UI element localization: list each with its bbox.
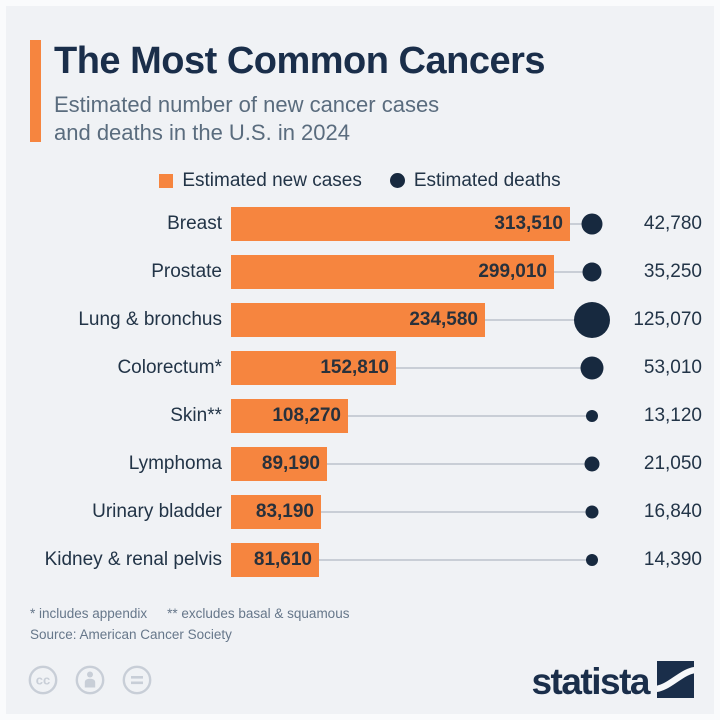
connector-line (568, 222, 592, 225)
connector-line (319, 510, 592, 513)
deaths-value: 16,840 (643, 500, 702, 522)
chart-row: Prostate 299,010 35,250 (20, 248, 702, 296)
page-title: The Most Common Cancers (54, 40, 546, 82)
connector-line (483, 318, 592, 321)
cc-license-icons[interactable]: cc (28, 665, 152, 695)
bar-track: 234,580 (231, 296, 616, 344)
deaths-dot (580, 356, 604, 380)
deaths-dot (586, 409, 598, 422)
new-cases-value: 89,190 (261, 452, 320, 474)
connector-line (317, 558, 592, 561)
title-accent-bar (30, 40, 41, 142)
deaths-dot (584, 456, 600, 472)
deaths-value: 35,250 (643, 260, 702, 282)
statista-logo-text: statista (531, 660, 650, 702)
footnote-appendix: * includes appendix (30, 605, 148, 621)
statista-logo-icon (657, 661, 694, 698)
new-cases-bar: 299,010 (231, 254, 554, 289)
deaths-value: 14,390 (643, 548, 702, 570)
new-cases-value: 299,010 (478, 260, 547, 282)
new-cases-value: 83,190 (255, 500, 314, 522)
new-cases-bar: 81,610 (231, 542, 319, 577)
deaths-dot (586, 553, 598, 566)
deaths-swatch-icon (389, 173, 405, 189)
deaths-dot (582, 262, 602, 282)
deaths-value: 53,010 (643, 356, 702, 378)
subtitle-line-1: Estimated number of new cancer cases (54, 91, 440, 117)
bar-track: 313,510 (231, 200, 616, 248)
new-cases-swatch-icon (159, 173, 174, 188)
chart-legend: Estimated new cases Estimated deaths (6, 168, 714, 194)
cc-icon[interactable]: cc (28, 665, 58, 695)
category-label: Lung & bronchus (78, 308, 222, 330)
bar-track: 89,190 (231, 440, 616, 488)
legend-deaths-label: Estimated deaths (413, 169, 561, 191)
chart-row: Lymphoma 89,190 21,050 (20, 440, 702, 488)
deaths-value: 21,050 (643, 452, 702, 474)
chart-row: Colorectum* 152,810 53,010 (20, 344, 702, 392)
deaths-dot (581, 213, 603, 235)
connector-line (394, 366, 592, 369)
svg-text:cc: cc (36, 672, 50, 687)
chart-row: Breast 313,510 42,780 (20, 200, 702, 248)
footnote-skin: ** excludes basal & squamous (167, 605, 350, 621)
legend-item-deaths: Estimated deaths (389, 169, 561, 192)
chart-row: Lung & bronchus 234,580 125,070 (20, 296, 702, 344)
category-label: Kidney & renal pelvis (44, 548, 222, 570)
new-cases-bar: 83,190 (231, 494, 321, 529)
bar-track: 83,190 (231, 488, 616, 536)
deaths-dot (585, 505, 599, 519)
new-cases-bar: 152,810 (231, 350, 396, 385)
new-cases-bar: 313,510 (231, 206, 570, 241)
new-cases-value: 108,270 (272, 404, 341, 426)
page-subtitle: Estimated number of new cancer cases and… (54, 91, 545, 148)
bar-track: 152,810 (231, 344, 616, 392)
category-label: Prostate (151, 260, 222, 282)
cc-by-person-icon[interactable] (75, 665, 105, 695)
bar-chart: Breast 313,510 42,780 Prostate 299,010 3… (6, 200, 714, 584)
legend-new-cases-label: Estimated new cases (182, 169, 362, 191)
header-text: The Most Common Cancers Estimated number… (54, 40, 546, 148)
category-label: Breast (167, 212, 222, 234)
new-cases-value: 81,610 (253, 548, 312, 570)
connector-line (552, 270, 592, 273)
header: The Most Common Cancers Estimated number… (30, 40, 694, 148)
deaths-dot (574, 301, 610, 338)
chart-row: Urinary bladder 83,190 16,840 (20, 488, 702, 536)
chart-row: Skin** 108,270 13,120 (20, 392, 702, 440)
new-cases-value: 152,810 (320, 356, 389, 378)
footnotes: * includes appendix ** excludes basal & … (30, 606, 690, 621)
legend-item-new-cases: Estimated new cases (159, 170, 362, 192)
new-cases-value: 313,510 (494, 212, 563, 234)
new-cases-bar: 108,270 (231, 398, 348, 433)
chart-row: Kidney & renal pelvis 81,610 14,390 (20, 536, 702, 584)
connector-line (346, 414, 592, 417)
cc-nd-equals-icon[interactable] (122, 665, 152, 695)
new-cases-bar: 234,580 (231, 302, 485, 337)
bar-track: 299,010 (231, 248, 616, 296)
category-label: Colorectum* (117, 356, 222, 378)
bar-track: 81,610 (231, 536, 616, 584)
bottom-bar: cc statista (28, 660, 694, 702)
deaths-value: 13,120 (643, 404, 702, 426)
deaths-value: 42,780 (643, 212, 702, 234)
statista-branding[interactable]: statista (531, 660, 694, 702)
deaths-value: 125,070 (633, 308, 702, 330)
category-label: Lymphoma (128, 452, 222, 474)
new-cases-value: 234,580 (409, 308, 478, 330)
category-label: Urinary bladder (92, 500, 222, 522)
subtitle-line-2: and deaths in the U.S. in 2024 (54, 120, 350, 146)
connector-line (325, 462, 592, 465)
category-label: Skin** (170, 404, 222, 426)
new-cases-bar: 89,190 (231, 446, 327, 481)
bar-track: 108,270 (231, 392, 616, 440)
source-line: Source: American Cancer Society (30, 626, 232, 642)
